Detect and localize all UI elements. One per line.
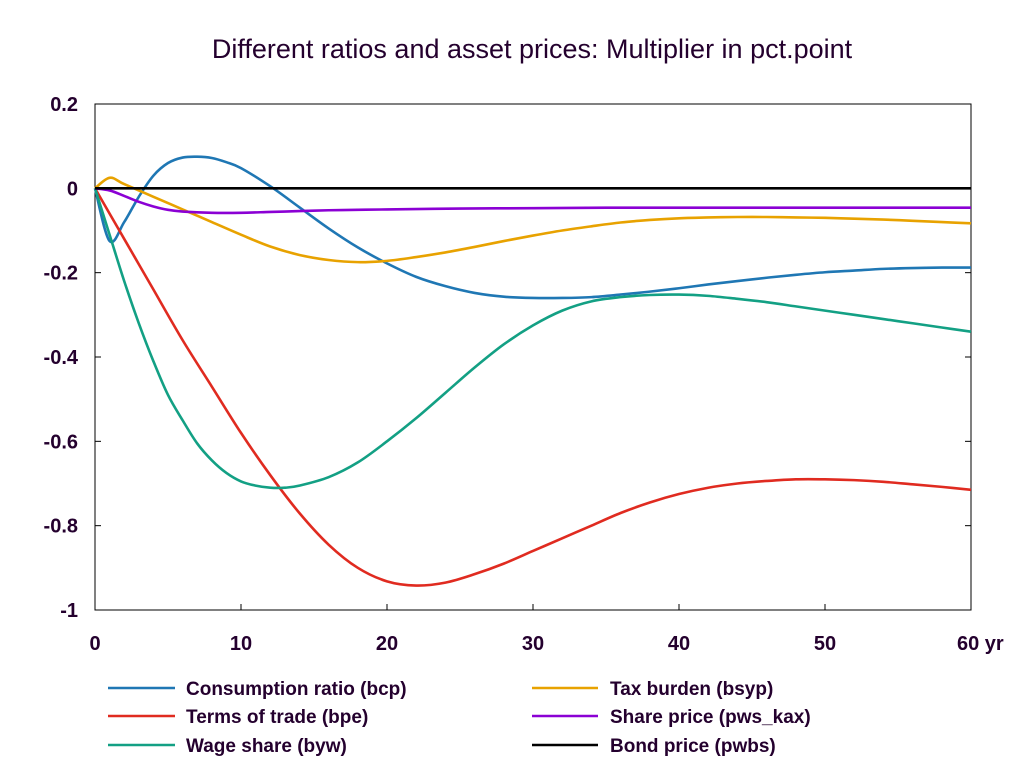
legend-label: Tax burden (bsyp) (610, 679, 773, 700)
y-tick-label: -0.2 (44, 263, 78, 285)
series-line (93, 187, 972, 587)
series-lines (93, 155, 972, 587)
x-tick-label: 0 (89, 633, 100, 655)
x-tick-label: 20 (376, 633, 398, 655)
y-tick-label: -0.6 (44, 431, 78, 453)
y-tick-label: 0 (67, 178, 78, 200)
series-line (93, 155, 972, 300)
legend-label: Bond price (pwbs) (610, 736, 776, 757)
legend-label: Wage share (byw) (186, 736, 347, 757)
legend-label: Share price (pws_kax) (610, 707, 811, 728)
x-tick-label: 30 (522, 633, 544, 655)
legend-label: Consumption ratio (bcp) (186, 679, 407, 700)
series-line (94, 176, 972, 264)
chart-legend: Consumption ratio (bcp) Terms of trade (b… (108, 679, 811, 757)
chart-axes: 0.2 0 -0.2 -0.4 -0.6 -0.8 -1 0 10 20 30 40 50 60 yr (44, 94, 1004, 655)
series-line (94, 187, 971, 215)
y-tick-label: -0.4 (44, 347, 79, 369)
chart-title: Different ratios and asset prices: Multi… (211, 34, 853, 64)
x-tick-label: 60 yr (957, 633, 1004, 655)
x-tick-label: 50 (814, 633, 836, 655)
legend-label: Terms of trade (bpe) (186, 707, 368, 728)
plot-frame (94, 103, 972, 611)
y-tick-label: 0.2 (50, 94, 78, 116)
y-tick-label: -0.8 (44, 516, 78, 538)
x-tick-label: 10 (230, 633, 252, 655)
y-tick-label: -1 (60, 600, 78, 622)
series-line (93, 187, 972, 490)
x-tick-label: 40 (668, 633, 690, 655)
